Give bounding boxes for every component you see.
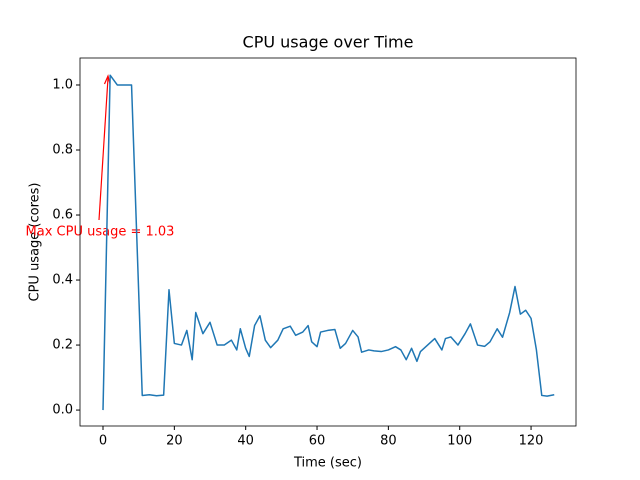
x-tick-label: 0 [99, 434, 107, 449]
x-tick-label: 100 [447, 434, 472, 449]
y-tick-label: 1.0 [52, 77, 73, 92]
y-axis-label: CPU usage (cores) [28, 183, 43, 302]
y-tick-label: 0.6 [52, 208, 73, 223]
x-tick-label: 80 [380, 434, 397, 449]
x-tick-label: 40 [237, 434, 254, 449]
x-tick-label: 20 [166, 434, 183, 449]
x-tick-label: 120 [519, 434, 544, 449]
annotation: Max CPU usage = 1.03 [26, 225, 175, 240]
y-tick-label: 0.8 [52, 143, 73, 158]
annotation-arrow [98, 77, 109, 221]
data-line [102, 74, 555, 411]
y-tick-label: 0.2 [52, 338, 73, 353]
plot-frame [79, 57, 577, 427]
x-tick-label: 60 [309, 434, 326, 449]
chart-title: CPU usage over Time [243, 33, 414, 52]
y-tick-label: 0.4 [52, 273, 73, 288]
y-tick-label: 0.0 [52, 403, 73, 418]
x-axis-label: Time (sec) [293, 456, 362, 471]
